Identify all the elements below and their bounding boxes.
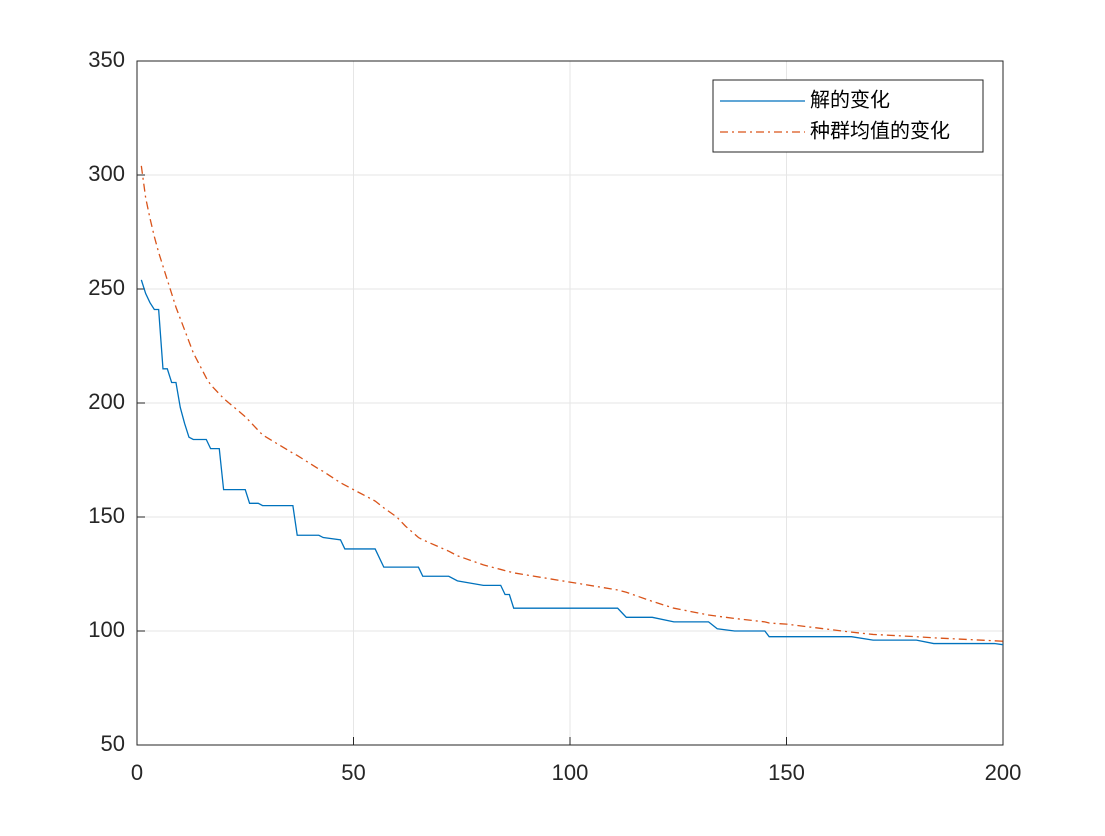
y-tick-label: 250 xyxy=(88,275,125,300)
data-line xyxy=(140,279,1004,646)
data-line xyxy=(140,165,1004,642)
y-tick-label: 150 xyxy=(88,503,125,528)
x-tick-label: 200 xyxy=(985,760,1022,785)
axes-box xyxy=(136,60,1004,746)
legend-label: 种群均值的变化 xyxy=(810,119,950,143)
y-tick-label: 50 xyxy=(101,731,125,756)
x-tick-label: 0 xyxy=(131,760,143,785)
x-tick-label: 150 xyxy=(768,760,805,785)
legend-label: 解的变化 xyxy=(810,88,890,112)
x-tick-label: 50 xyxy=(341,760,365,785)
y-tick-label: 100 xyxy=(88,617,125,642)
y-tick-label: 200 xyxy=(88,389,125,414)
x-tick-label: 100 xyxy=(552,760,589,785)
legend-box xyxy=(712,79,984,153)
y-tick-label: 350 xyxy=(88,47,125,72)
y-tick-label: 300 xyxy=(88,161,125,186)
